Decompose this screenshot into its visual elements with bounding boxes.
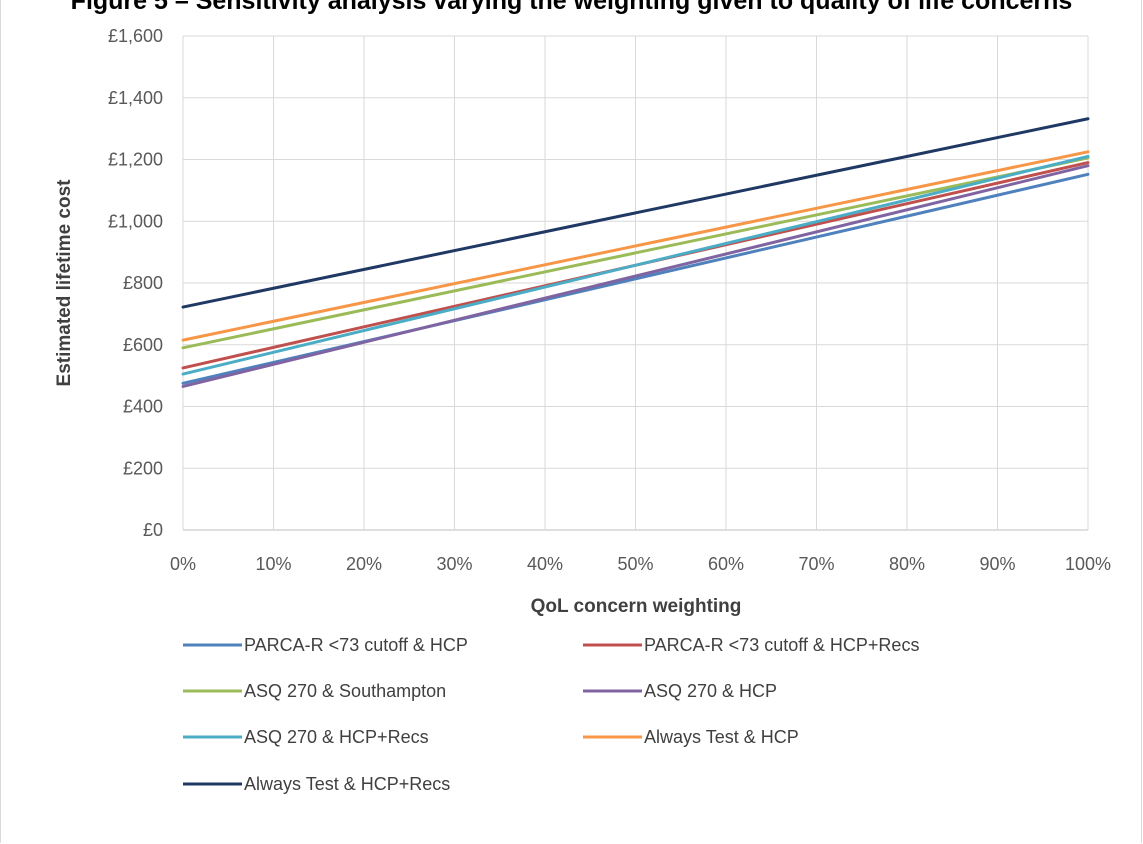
chart-title: Figure 5 – Sensitivity analysis varying … bbox=[70, 0, 1073, 15]
x-tick-label: 60% bbox=[708, 554, 744, 574]
series-line bbox=[181, 164, 1090, 388]
series-line bbox=[181, 154, 1090, 376]
y-tick-label: £1,200 bbox=[108, 150, 163, 170]
y-tick-label: £200 bbox=[123, 458, 163, 478]
legend-label: ASQ 270 & HCP bbox=[644, 681, 777, 701]
x-axis-ticks: 0% 10% 20% 30% 40% 50% 60% 70% 80% 90% 100% bbox=[170, 554, 1111, 574]
y-axis-title: Estimated lifetime cost bbox=[54, 179, 75, 387]
series-line bbox=[181, 117, 1090, 309]
legend-label: PARCA-R <73 cutoff & HCP bbox=[244, 635, 468, 655]
legend-label: ASQ 270 & Southampton bbox=[244, 681, 446, 701]
x-tick-label: 70% bbox=[798, 554, 834, 574]
grid-lines bbox=[182, 35, 1089, 531]
y-tick-label: £1,400 bbox=[108, 88, 163, 108]
y-tick-label: £1,600 bbox=[108, 26, 163, 46]
series-line bbox=[181, 150, 1090, 342]
x-axis-title: QoL concern weighting bbox=[531, 596, 742, 617]
x-tick-label: 40% bbox=[527, 554, 563, 574]
y-tick-label: £400 bbox=[123, 397, 163, 417]
x-tick-label: 50% bbox=[617, 554, 653, 574]
x-tick-label: 0% bbox=[170, 554, 196, 574]
y-tick-label: £1,000 bbox=[108, 211, 163, 231]
x-tick-label: 80% bbox=[889, 554, 925, 574]
y-tick-label: £800 bbox=[123, 273, 163, 293]
x-tick-label: 10% bbox=[255, 554, 291, 574]
x-tick-label: 30% bbox=[436, 554, 472, 574]
y-tick-label: £600 bbox=[123, 335, 163, 355]
y-axis-ticks: £0 £200 £400 £600 £800 £1,000 £1,200 £1,400 £1,6… bbox=[108, 26, 163, 540]
chart-title-clip: Figure 5 – Sensitivity analysis varying … bbox=[0, 0, 1143, 16]
x-tick-label: 20% bbox=[346, 554, 382, 574]
legend: PARCA-R <73 cutoff & HCP PARCA-R <73 cuto… bbox=[183, 635, 919, 794]
series-line bbox=[181, 156, 1090, 350]
legend-label: Always Test & HCP+Recs bbox=[244, 774, 450, 794]
legend-label: PARCA-R <73 cutoff & HCP+Recs bbox=[644, 635, 919, 655]
x-tick-label: 90% bbox=[979, 554, 1015, 574]
legend-label: ASQ 270 & HCP+Recs bbox=[244, 727, 429, 747]
legend-label: Always Test & HCP bbox=[644, 727, 799, 747]
y-tick-label: £0 bbox=[143, 520, 163, 540]
series-lines bbox=[181, 117, 1090, 388]
x-tick-label: 100% bbox=[1065, 554, 1111, 574]
